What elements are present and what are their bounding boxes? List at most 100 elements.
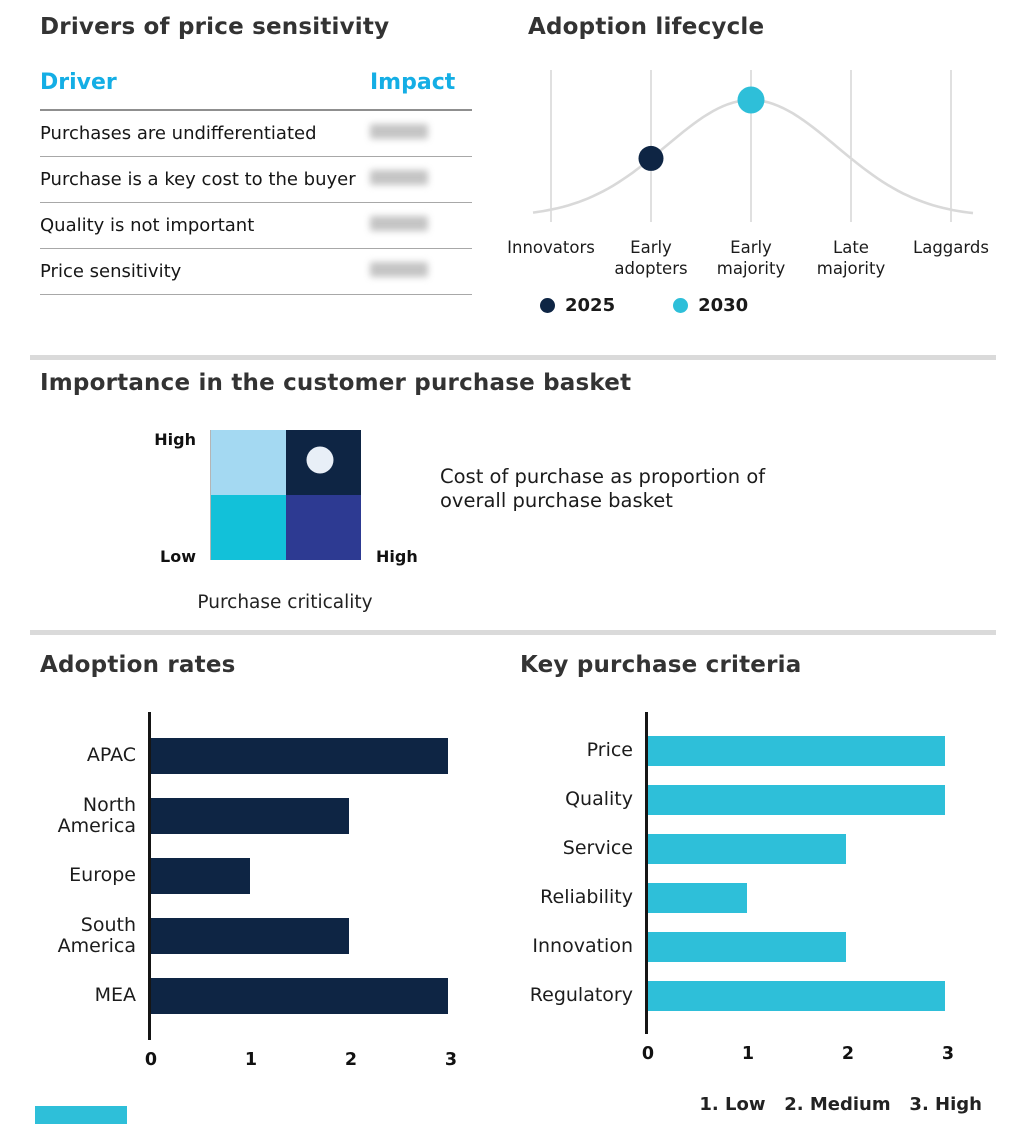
x-axis-title: Purchase criticality bbox=[197, 592, 373, 613]
column-header-driver: Driver bbox=[40, 70, 117, 95]
bar-row bbox=[151, 726, 448, 786]
lifecycle-chart bbox=[532, 70, 974, 222]
category-label: Laggards bbox=[913, 238, 989, 257]
impact-cell bbox=[370, 215, 470, 236]
bar-label: Europe bbox=[69, 864, 136, 887]
category-label: Early majority bbox=[716, 238, 786, 278]
bar-row bbox=[648, 824, 945, 873]
x-tick: 3 bbox=[941, 1044, 955, 1064]
purchase-basket-panel: Importance in the customer purchase bask… bbox=[40, 370, 990, 613]
lifecycle-title: Adoption lifecycle bbox=[528, 14, 765, 40]
bar bbox=[151, 798, 349, 834]
bar-row bbox=[151, 846, 448, 906]
quadrant-matrix bbox=[210, 430, 361, 560]
bar bbox=[151, 918, 349, 954]
bar-label: MEA bbox=[94, 984, 136, 1007]
quadrant-matrix-wrap: High Low High bbox=[154, 430, 418, 566]
impact-cell bbox=[370, 123, 470, 144]
section-divider bbox=[30, 630, 996, 635]
bar-row bbox=[648, 726, 945, 775]
category-label: Innovators bbox=[507, 238, 595, 257]
x-tick: 0 bbox=[144, 1050, 158, 1070]
impact-cell bbox=[370, 169, 470, 190]
quadrant-bottom-right bbox=[286, 495, 361, 560]
bar-label: South America bbox=[57, 913, 136, 957]
x-axis-high-label: High bbox=[376, 547, 418, 566]
bar-label: Innovation bbox=[532, 934, 633, 957]
bar-row bbox=[648, 971, 945, 1020]
bar bbox=[648, 784, 945, 815]
drivers-table: Driver Impact Purchases are undifferenti… bbox=[40, 70, 472, 295]
bar-row bbox=[648, 873, 945, 922]
marker-2030 bbox=[737, 86, 765, 114]
impact-redacted-blob bbox=[370, 170, 428, 185]
bar-row bbox=[648, 922, 945, 971]
adoption-lifecycle-panel: Adoption lifecycle Innovators Early adopt… bbox=[507, 14, 993, 316]
driver-cell: Quality is not important bbox=[40, 215, 255, 236]
key-purchase-criteria-title: Key purchase criteria bbox=[520, 652, 802, 678]
bar-label: Service bbox=[562, 836, 633, 859]
impact-redacted-blob bbox=[370, 124, 428, 139]
category-label: Early adopters bbox=[614, 238, 688, 278]
driver-cell: Purchases are undifferentiated bbox=[40, 123, 317, 144]
bar-label: APAC bbox=[86, 744, 136, 767]
bar-label: Quality bbox=[565, 787, 633, 810]
bar bbox=[648, 931, 846, 962]
key-purchase-criteria-chart: Price Quality Service Reliability Innovation… bbox=[520, 712, 982, 1068]
table-row: Quality is not important bbox=[40, 203, 472, 249]
table-row: Purchase is a key cost to the buyer bbox=[40, 157, 472, 203]
legend-item: 2025 bbox=[540, 295, 615, 316]
quadrant-bottom-left bbox=[211, 495, 286, 560]
driver-cell: Purchase is a key cost to the buyer bbox=[40, 169, 356, 190]
bar-label: Regulatory bbox=[529, 983, 633, 1006]
basket-title: Importance in the customer purchase bask… bbox=[40, 370, 632, 396]
bar-label: North America bbox=[57, 793, 136, 837]
category-label: Late majority bbox=[816, 238, 886, 278]
bars-column bbox=[148, 712, 448, 1040]
y-axis-low-label: Low bbox=[160, 547, 196, 566]
x-tick: 3 bbox=[444, 1050, 458, 1070]
x-axis-ticks: 0 1 2 3 bbox=[642, 1044, 954, 1068]
bell-curve bbox=[532, 98, 974, 215]
marker-2025 bbox=[638, 145, 664, 171]
chart-body: Price Quality Service Reliability Innovation… bbox=[520, 712, 982, 1034]
chart-body: APAC North America Europe South America MEA bbox=[40, 712, 470, 1040]
quadrant-marker-dot bbox=[306, 446, 334, 474]
bars-column bbox=[645, 712, 945, 1034]
drivers-title: Drivers of price sensitivity bbox=[40, 14, 390, 40]
legend-label: 2030 bbox=[698, 295, 749, 317]
section-divider bbox=[30, 355, 996, 360]
drivers-table-header: Driver Impact bbox=[40, 70, 472, 111]
lifecycle-legend: 2025 2030 bbox=[540, 295, 993, 316]
basket-annotation: Cost of purchase as proportion of overal… bbox=[440, 465, 766, 513]
bar bbox=[151, 858, 250, 894]
drivers-panel: Drivers of price sensitivity Driver Impa… bbox=[40, 14, 472, 295]
legend-item: 2030 bbox=[673, 295, 748, 316]
table-row: Purchases are undifferentiated bbox=[40, 111, 472, 157]
bar-row bbox=[648, 775, 945, 824]
lifecycle-categories: Innovators Early adopters Early majority La… bbox=[501, 238, 1001, 279]
bar bbox=[648, 735, 945, 766]
column-header-impact: Impact bbox=[370, 70, 456, 95]
y-axis-high-label: High bbox=[154, 430, 196, 449]
bar-row bbox=[151, 906, 448, 966]
quadrant-top-left bbox=[211, 430, 286, 495]
impact-redacted-blob bbox=[370, 262, 428, 277]
scale-legend: 1. Low 2. Medium 3. High bbox=[699, 1094, 982, 1115]
bar-row bbox=[151, 786, 448, 846]
adoption-rates-title: Adoption rates bbox=[40, 652, 236, 678]
x-tick: 0 bbox=[641, 1044, 655, 1064]
legend-label: 2025 bbox=[565, 295, 616, 317]
table-row: Price sensitivity bbox=[40, 249, 472, 295]
bar-row bbox=[151, 966, 448, 1026]
x-tick: 1 bbox=[244, 1050, 258, 1070]
bar bbox=[648, 833, 846, 864]
drivers-table-body: Purchases are undifferentiated Purchase i… bbox=[40, 111, 472, 295]
bar-label: Price bbox=[586, 738, 633, 761]
x-tick: 2 bbox=[344, 1050, 358, 1070]
impact-cell bbox=[370, 261, 470, 282]
bar bbox=[151, 978, 448, 1014]
legend-dot-2030 bbox=[673, 298, 689, 314]
footer-accent-bar bbox=[35, 1106, 127, 1124]
adoption-rates-chart: APAC North America Europe South America MEA … bbox=[40, 712, 470, 1074]
